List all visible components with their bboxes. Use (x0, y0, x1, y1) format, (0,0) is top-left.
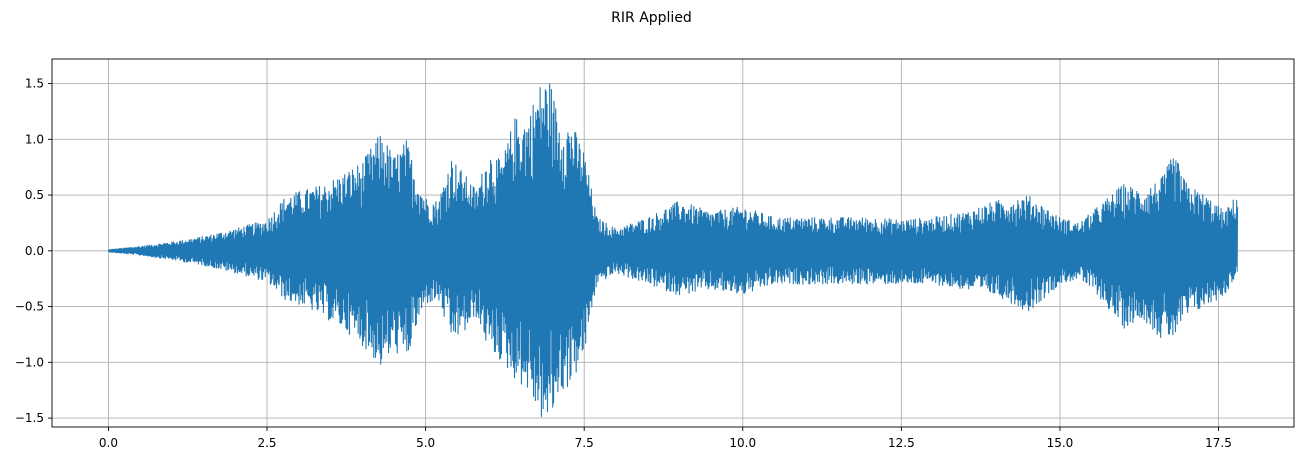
x-tick-label: 12.5 (888, 436, 915, 450)
x-tick-label: 15.0 (1047, 436, 1074, 450)
x-tick-label: 7.5 (575, 436, 594, 450)
y-tick-label: −1.0 (15, 355, 44, 369)
axes-frame (51, 58, 1295, 428)
x-tick-label: 10.0 (729, 436, 756, 450)
y-tick-label: 0.0 (25, 244, 44, 258)
x-axis: 0.0 2.5 5.0 7.5 10.0 12.5 15.0 17.5 (99, 427, 1232, 450)
y-axis: −1.5 −1.0 −0.5 0.0 0.5 1.0 1.5 (15, 77, 52, 425)
x-tick-label: 0.0 (99, 436, 118, 450)
grid (52, 59, 1294, 427)
y-tick-label: 1.5 (25, 77, 44, 91)
chart-title: RIR Applied (611, 10, 692, 26)
plot-area (107, 83, 1239, 418)
x-tick-label: 17.5 (1205, 436, 1232, 450)
waveform-series-line (107, 83, 1239, 418)
x-tick-label: 2.5 (257, 436, 276, 450)
y-tick-label: −0.5 (15, 300, 44, 314)
x-tick-label: 5.0 (416, 436, 435, 450)
y-tick-label: −1.5 (15, 411, 44, 425)
y-tick-label: 1.0 (25, 132, 44, 146)
y-tick-label: 0.5 (25, 188, 44, 202)
